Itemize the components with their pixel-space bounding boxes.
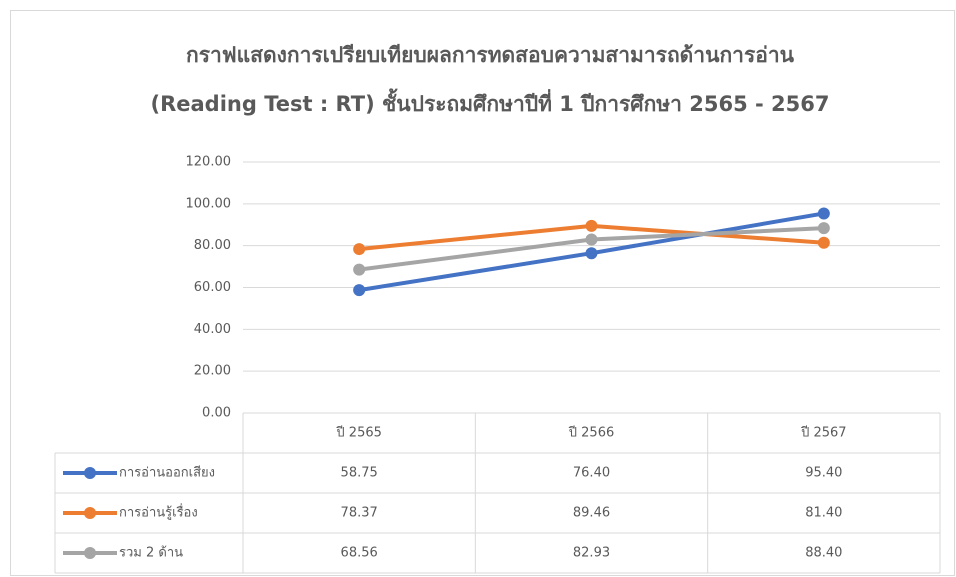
x-tick-label: ปี 2566 <box>568 425 614 441</box>
legend-label: รวม 2 ด้าน <box>119 546 183 561</box>
y-tick-label: 80.00 <box>194 238 231 253</box>
series-marker <box>817 222 830 235</box>
x-tick-label: ปี 2567 <box>800 425 846 441</box>
y-tick-label: 60.00 <box>194 280 231 295</box>
table-value: 88.40 <box>805 546 842 561</box>
series-marker <box>353 284 366 297</box>
series-marker <box>585 233 598 246</box>
series-marker <box>817 207 830 220</box>
table-value: 58.75 <box>341 466 378 481</box>
table-value: 82.93 <box>573 546 610 561</box>
table-value: 76.40 <box>573 466 610 481</box>
chart-title: กราฟแสดงการเปรียบเทียบผลการทดสอบความสามา… <box>186 43 795 67</box>
y-tick-label: 20.00 <box>194 364 231 379</box>
table-value: 89.46 <box>573 506 610 521</box>
legend-label: การอ่านรู้เรื่อง <box>119 504 198 521</box>
legend-key-marker <box>84 467 96 479</box>
series-marker <box>585 219 598 232</box>
y-tick-label: 100.00 <box>186 196 232 211</box>
table-value: 78.37 <box>341 506 378 521</box>
y-tick-label: 0.00 <box>202 406 231 421</box>
series-marker <box>353 243 366 256</box>
chart-border <box>10 10 955 576</box>
chart-title: (Reading Test : RT) ชั้นประถมศึกษาปีที่ … <box>151 88 830 116</box>
table-value: 68.56 <box>341 546 378 561</box>
legend-label: การอ่านออกเสียง <box>119 465 215 481</box>
table-value: 81.40 <box>805 506 842 521</box>
legend-key-marker <box>84 547 96 559</box>
y-tick-label: 120.00 <box>186 155 232 170</box>
series-marker <box>585 247 598 260</box>
x-tick-label: ปี 2565 <box>335 425 381 441</box>
series-marker <box>353 263 366 276</box>
table-value: 95.40 <box>805 466 842 481</box>
series-marker <box>817 236 830 249</box>
legend-key-marker <box>84 507 96 519</box>
y-tick-label: 40.00 <box>194 322 231 337</box>
